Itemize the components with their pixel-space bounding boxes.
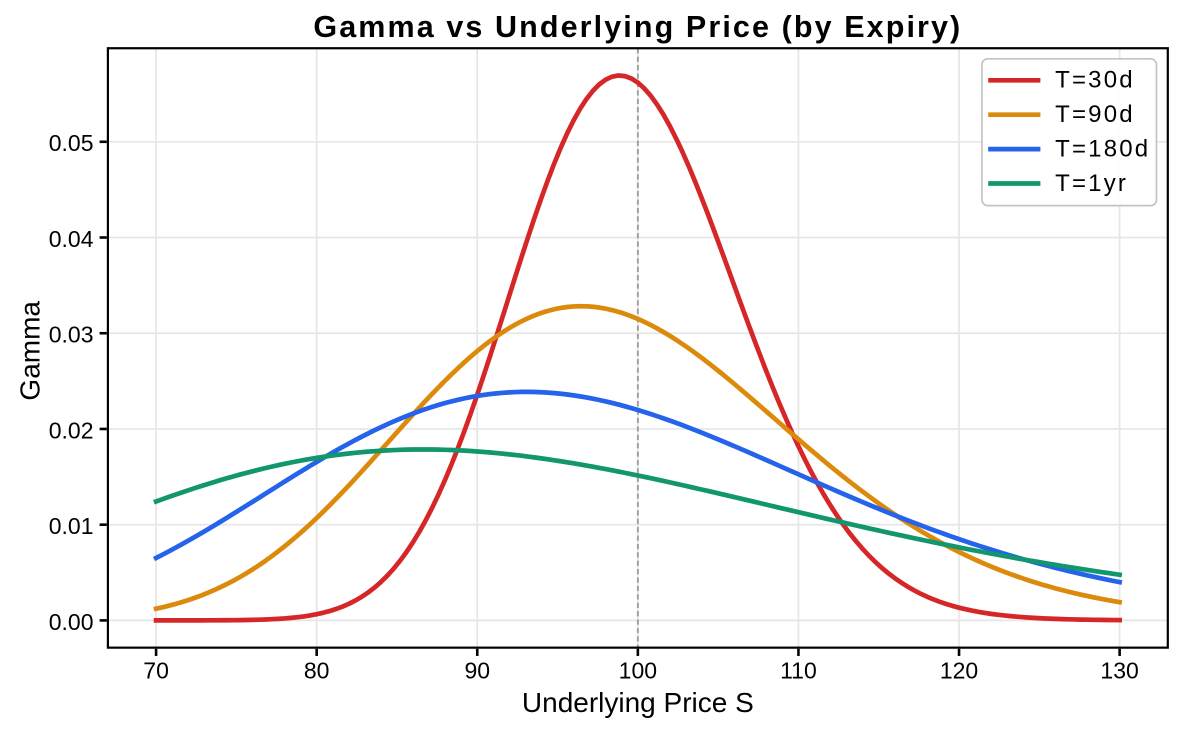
- svg-text:130: 130: [1100, 658, 1138, 684]
- svg-text:0.01: 0.01: [49, 513, 94, 539]
- svg-text:90: 90: [464, 658, 490, 684]
- svg-text:T=90d: T=90d: [1055, 101, 1135, 128]
- svg-text:T=1yr: T=1yr: [1055, 170, 1128, 197]
- svg-text:T=180d: T=180d: [1055, 136, 1150, 163]
- svg-text:0.05: 0.05: [49, 130, 94, 156]
- svg-text:Gamma vs Underlying Price (by: Gamma vs Underlying Price (by Expiry): [313, 10, 962, 44]
- svg-text:120: 120: [940, 658, 978, 684]
- svg-text:T=30d: T=30d: [1055, 67, 1135, 94]
- svg-text:80: 80: [304, 658, 330, 684]
- svg-text:110: 110: [780, 658, 817, 684]
- svg-text:Underlying Price S: Underlying Price S: [522, 687, 754, 718]
- svg-text:0.00: 0.00: [49, 609, 94, 635]
- svg-text:100: 100: [619, 658, 657, 684]
- svg-text:70: 70: [143, 658, 169, 684]
- svg-text:Gamma: Gamma: [15, 301, 46, 401]
- svg-text:0.03: 0.03: [49, 322, 94, 348]
- svg-text:0.02: 0.02: [49, 417, 94, 443]
- svg-text:0.04: 0.04: [49, 226, 94, 252]
